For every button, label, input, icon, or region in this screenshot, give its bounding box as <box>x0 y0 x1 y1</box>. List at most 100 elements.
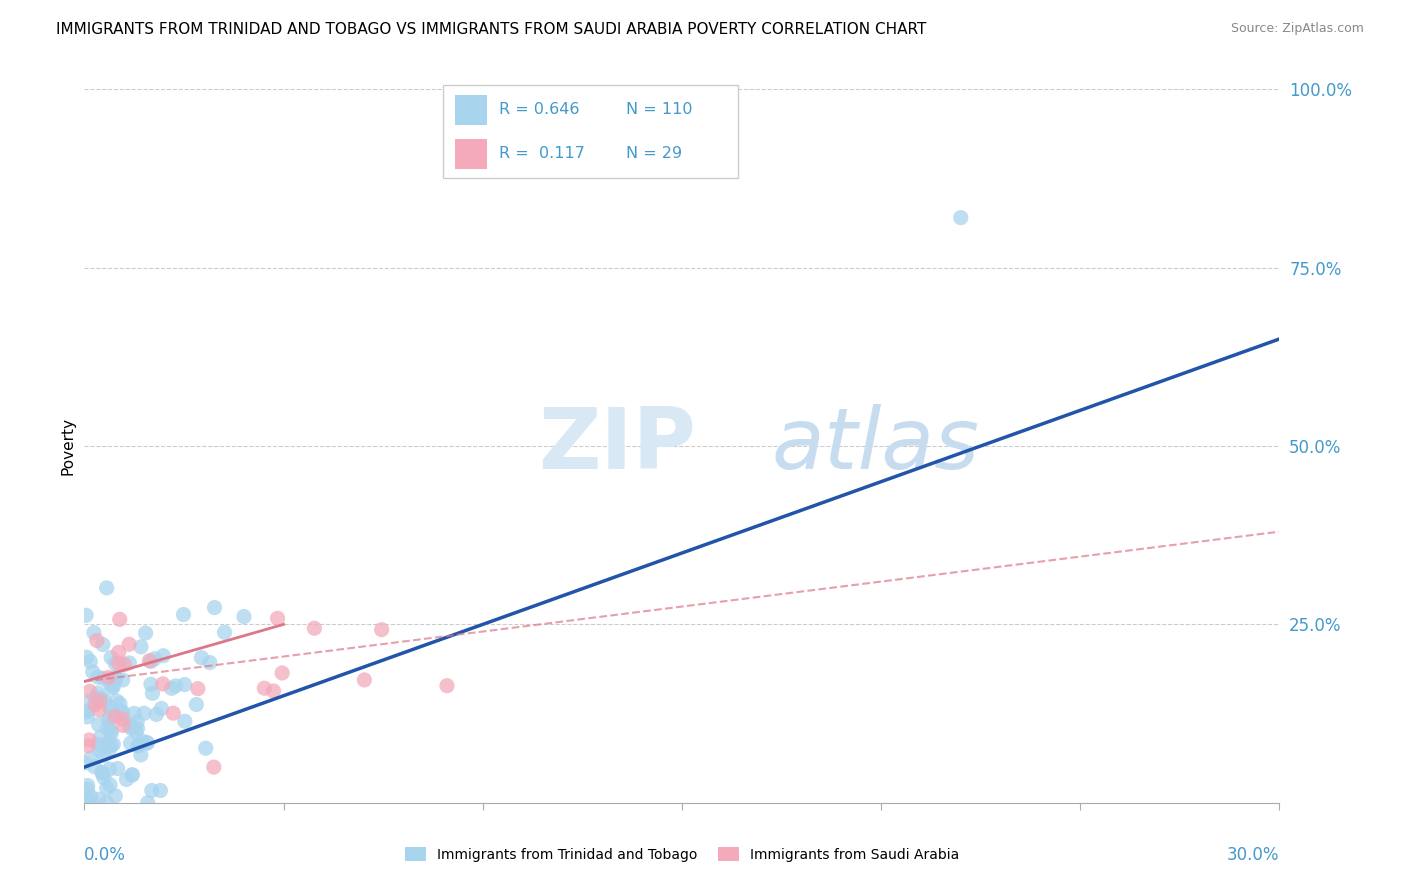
Point <box>82 665 104 679</box>
Point <box>152 677 174 691</box>
Point <box>98 778 121 792</box>
Point <box>76 650 98 665</box>
Point <box>89 703 111 717</box>
Point <box>107 762 129 776</box>
Point <box>105 694 128 708</box>
Point <box>127 714 149 729</box>
Point <box>101 702 124 716</box>
Point <box>89 731 111 745</box>
Point <box>128 739 150 753</box>
Point <box>118 718 141 732</box>
Legend: Immigrants from Trinidad and Tobago, Immigrants from Saudi Arabia: Immigrants from Trinidad and Tobago, Imm… <box>399 841 965 867</box>
Point <box>98 762 121 776</box>
Point <box>202 760 225 774</box>
Point <box>141 783 163 797</box>
Point <box>89 743 111 757</box>
Point <box>160 681 183 696</box>
Point <box>84 691 107 706</box>
Point <box>79 751 101 765</box>
Point <box>84 696 107 710</box>
Point <box>253 681 276 696</box>
Text: ZIP: ZIP <box>538 404 696 488</box>
Point <box>134 706 156 721</box>
Point <box>77 796 100 810</box>
Point <box>121 767 143 781</box>
Point <box>97 721 120 735</box>
Point <box>145 707 167 722</box>
Y-axis label: Poverty: Poverty <box>60 417 75 475</box>
Text: R =  0.117: R = 0.117 <box>499 146 585 161</box>
Point <box>138 654 160 668</box>
Point <box>96 781 118 796</box>
Point <box>104 789 127 803</box>
Point <box>79 684 101 698</box>
Point <box>77 733 100 747</box>
Point <box>370 623 392 637</box>
Text: IMMIGRANTS FROM TRINIDAD AND TOBAGO VS IMMIGRANTS FROM SAUDI ARABIA POVERTY CORR: IMMIGRANTS FROM TRINIDAD AND TOBAGO VS I… <box>56 22 927 37</box>
Point <box>353 673 375 687</box>
Point <box>100 650 122 665</box>
Point <box>204 600 226 615</box>
Point <box>125 724 148 739</box>
Point <box>135 626 157 640</box>
Point <box>98 700 121 714</box>
Point <box>127 722 149 736</box>
Point <box>104 670 127 684</box>
Point <box>93 693 115 707</box>
Point <box>152 648 174 663</box>
Point <box>104 709 127 723</box>
Point <box>186 698 208 712</box>
Text: N = 29: N = 29 <box>626 146 682 161</box>
Text: 30.0%: 30.0% <box>1227 846 1279 863</box>
Point <box>90 690 112 705</box>
Point <box>76 710 98 724</box>
Point <box>122 706 145 721</box>
Text: atlas: atlas <box>772 404 980 488</box>
Point <box>949 211 972 225</box>
Point <box>76 779 98 793</box>
Point <box>83 625 105 640</box>
Point <box>75 792 97 806</box>
Text: N = 110: N = 110 <box>626 102 692 117</box>
Bar <box>454 95 486 125</box>
Point <box>96 736 118 750</box>
Point <box>97 738 120 752</box>
Text: 0.0%: 0.0% <box>84 846 127 863</box>
Point <box>101 681 124 695</box>
Point <box>107 656 129 670</box>
Point <box>73 756 96 770</box>
Point <box>76 705 98 719</box>
Point <box>111 718 134 732</box>
Point <box>139 654 162 668</box>
Point <box>107 645 129 659</box>
Point <box>136 796 159 810</box>
Point <box>96 796 118 810</box>
Point <box>98 710 121 724</box>
Point <box>86 633 108 648</box>
Point <box>91 765 114 780</box>
Point <box>162 706 184 721</box>
Point <box>172 607 194 622</box>
Point <box>121 768 143 782</box>
Point <box>98 742 121 756</box>
Point <box>120 722 142 736</box>
Point <box>86 737 108 751</box>
Point <box>96 581 118 595</box>
Point <box>100 738 122 752</box>
Point <box>271 665 294 680</box>
Point <box>104 657 127 671</box>
Point <box>93 748 115 763</box>
Point <box>111 704 134 718</box>
Point <box>100 725 122 739</box>
Point <box>97 713 120 727</box>
Point <box>111 712 134 726</box>
Point <box>79 655 101 669</box>
Point <box>190 650 212 665</box>
Point <box>89 792 111 806</box>
Point <box>87 717 110 731</box>
Point <box>149 783 172 797</box>
Point <box>194 741 217 756</box>
Point <box>143 652 166 666</box>
Point <box>79 694 101 708</box>
Text: Source: ZipAtlas.com: Source: ZipAtlas.com <box>1230 22 1364 36</box>
